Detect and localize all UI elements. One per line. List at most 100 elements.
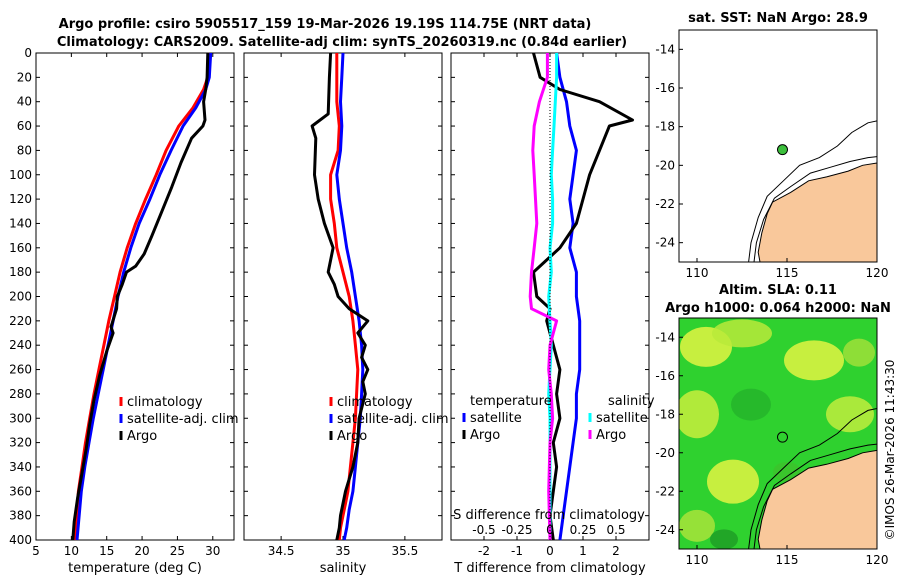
xtick-label: 120: [866, 553, 889, 567]
legend-title-salinity: salinity: [608, 394, 655, 409]
temperature-axes-box: [35, 52, 235, 541]
sla-anomaly-blob: [843, 338, 875, 367]
legend-entry-satellite-adj-clim: satellite-adj. clim: [127, 412, 239, 427]
xtick-label: 0: [546, 544, 554, 558]
ytick-label: 120: [9, 192, 32, 206]
figure-title-line1: Argo profile: csiro 5905517_159 19-Mar-2…: [59, 17, 592, 32]
ytick-label: -20: [655, 446, 675, 460]
xtick-label: 25: [170, 544, 185, 558]
legend-entry-temp-argo: Argo: [470, 428, 500, 443]
legend-title-temperature: temperature: [470, 394, 552, 409]
sla-anomaly-blob: [784, 340, 844, 381]
xtick-label: 35: [335, 544, 350, 558]
ytick-label: -20: [655, 158, 675, 172]
xtick-label-salinity: 0: [546, 523, 554, 537]
xtick-label: 10: [64, 544, 79, 558]
ytick-label: 160: [9, 241, 32, 255]
bathymetry-contour-line: [753, 156, 877, 262]
ytick-label: 40: [17, 95, 32, 109]
ytick-label: 60: [17, 119, 32, 133]
sla-anomaly-blob: [707, 459, 759, 504]
ytick-label: 240: [9, 338, 32, 352]
series-salinity-satellite-line: [547, 53, 559, 540]
argo-float-marker: [777, 144, 788, 156]
xtick-label: 110: [686, 266, 709, 280]
series-salinity-argo-line: [528, 53, 559, 541]
xtick-label: 5: [32, 544, 40, 558]
temperature-panel: 0 20 40 60 80 100 120 140 160 180 200 220 240 260 280 3…: [9, 46, 239, 576]
salinity-xlabel: salinity: [320, 561, 367, 576]
land-mass: [757, 162, 877, 262]
sst-map-panel: sat. SST: NaN Argo: 28.9 110 115 120 -14 -16 -…: [655, 11, 888, 280]
difference-panel: -2 -1 0 1 2 T difference from climatology S di…: [450, 52, 655, 576]
xtick-label: 115: [776, 553, 799, 567]
ytick-label: -24: [655, 523, 675, 537]
ytick-label: -16: [655, 369, 675, 383]
ytick-label: -22: [655, 484, 675, 498]
legend-entry-sal-satellite: satellite: [596, 411, 648, 426]
legend-entry-argo: Argo: [337, 429, 367, 444]
xtick-label: 34.5: [268, 544, 295, 558]
sla-map-panel: Altim. SLA: 0.11 Argo h1000: 0.064 h2000:…: [655, 283, 890, 567]
ytick-label: 200: [9, 290, 32, 304]
xtick-label: 35.5: [392, 544, 419, 558]
series-climatology-line: [329, 53, 360, 541]
xtick-label-salinity: 0.25: [570, 523, 597, 537]
ytick-label: 400: [9, 533, 32, 547]
xtick-label: 110: [686, 553, 709, 567]
xtick-label: 15: [99, 544, 114, 558]
sla-anomaly-blob: [712, 319, 772, 348]
imos-watermark: ©IMOS 26-Mar-2026 11:43:30: [883, 360, 897, 541]
series-argo-line: [310, 52, 370, 541]
xtick-label-salinity: -0.25: [501, 523, 532, 537]
xtick-label: 30: [205, 544, 220, 558]
ytick-label: 380: [9, 509, 32, 523]
legend-entry-sal-argo: Argo: [596, 428, 626, 443]
ytick-label: 340: [9, 460, 32, 474]
sst_map-frame: [678, 29, 878, 263]
sst_map-plot-area: [679, 30, 877, 262]
figure-title-line2: Climatology: CARS2009. Satellite-adj cli…: [57, 35, 627, 50]
series-satellite-adj-clim-line: [75, 52, 213, 541]
sla-anomaly-blob: [731, 388, 771, 421]
temperature-xlabel: temperature (deg C): [68, 561, 202, 576]
sla_map-plot-area: [679, 318, 877, 549]
ytick-label: 280: [9, 387, 32, 401]
argo-float-marker: [777, 431, 788, 443]
legend-entry-satellite-adj-clim: satellite-adj. clim: [337, 412, 449, 427]
series-temperature-argo-line: [532, 52, 634, 541]
ytick-label: -24: [655, 236, 675, 250]
sla-map-title: Altim. SLA: 0.11: [719, 283, 837, 298]
ytick-label: 100: [9, 168, 32, 182]
ytick-label: -22: [655, 197, 675, 211]
series-satellite-adj-clim-line: [335, 52, 365, 541]
xtick-label: 120: [866, 266, 889, 280]
xtick-label: 20: [134, 544, 149, 558]
xtick-label-salinity: -0.5: [472, 523, 495, 537]
ytick-label: -14: [655, 330, 675, 344]
ytick-label: 360: [9, 484, 32, 498]
xtick-label: 1: [579, 544, 587, 558]
bathymetry-contour-line: [753, 443, 877, 549]
legend-entry-climatology: climatology: [337, 395, 413, 410]
ytick-label: 80: [17, 143, 32, 157]
xtick-label-salinity: 0.5: [606, 523, 625, 537]
xtick-label: 115: [776, 266, 799, 280]
ytick-label: 20: [17, 70, 32, 84]
ytick-label: -18: [655, 407, 675, 421]
salinity-axes-box: [243, 52, 443, 541]
sla-anomaly-blob: [679, 509, 715, 542]
xtick-label: -2: [478, 544, 490, 558]
ytick-label: 260: [9, 363, 32, 377]
ytick-label: 320: [9, 436, 32, 450]
xtick-label: 2: [612, 544, 620, 558]
sla-anomaly-blob: [826, 396, 874, 433]
land-mass: [757, 449, 877, 549]
difference-xlabel-top: S difference from climatology: [453, 508, 645, 523]
ytick-label: -18: [655, 120, 675, 134]
bathymetry-contour-line: [748, 407, 877, 549]
sla-anomaly-blob: [710, 529, 738, 549]
series-argo-line: [71, 52, 210, 541]
sla-map-subtitle: Argo h1000: 0.064 h2000: NaN: [665, 301, 891, 316]
